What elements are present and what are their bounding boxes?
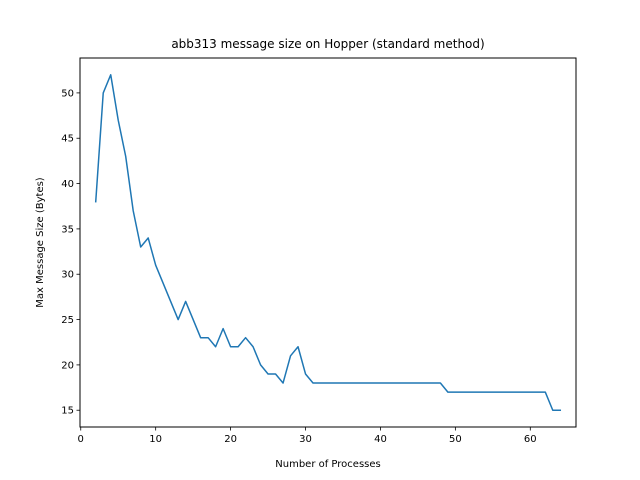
data-point [327, 382, 329, 384]
data-point [365, 382, 367, 384]
data-point [230, 346, 232, 348]
data-point [530, 391, 532, 393]
data-point [200, 337, 202, 339]
series-line-0 [94, 74, 562, 411]
data-point [110, 74, 112, 76]
data-point [335, 382, 337, 384]
data-point [267, 373, 269, 375]
data-point [297, 346, 299, 348]
y-tick-label: 20 [61, 360, 74, 371]
y-tick-label: 35 [61, 224, 74, 235]
y-tick-label: 45 [61, 134, 74, 145]
y-axis-title: Max Message Size (Bytes) [35, 177, 46, 308]
data-point [485, 391, 487, 393]
data-point [432, 382, 434, 384]
data-point [380, 382, 382, 384]
data-point [372, 382, 374, 384]
data-point [417, 382, 419, 384]
data-point [342, 382, 344, 384]
data-point [447, 391, 449, 393]
x-tick-label: 0 [78, 434, 84, 445]
data-point [117, 119, 119, 121]
data-point [320, 382, 322, 384]
data-point [140, 246, 142, 248]
plot-area [94, 74, 562, 411]
data-point [440, 382, 442, 384]
data-point [462, 391, 464, 393]
x-axis-title: Number of Processes [275, 459, 380, 470]
x-axis: 0 10 20 30 40 50 60 [78, 427, 537, 445]
data-point [537, 391, 539, 393]
y-axis: 15 20 25 30 35 40 45 50 [61, 88, 80, 417]
data-point [222, 328, 224, 330]
data-point [477, 391, 479, 393]
data-point [507, 391, 509, 393]
data-point [402, 382, 404, 384]
x-tick-label: 60 [524, 434, 537, 445]
data-point [185, 301, 187, 303]
data-point [155, 264, 157, 266]
data-point [192, 319, 194, 321]
data-point [215, 346, 217, 348]
data-point [492, 391, 494, 393]
data-point [455, 391, 457, 393]
data-point [177, 319, 179, 321]
data-point [260, 364, 262, 366]
data-point [395, 382, 397, 384]
y-tick-label: 30 [61, 270, 74, 281]
axes-frame [79, 57, 577, 428]
chart-title: abb313 message size on Hopper (standard … [171, 37, 484, 51]
data-point [522, 391, 524, 393]
y-tick-label: 15 [61, 406, 74, 417]
data-point [147, 237, 149, 239]
x-tick-label: 20 [224, 434, 237, 445]
data-point [290, 355, 292, 357]
data-point [162, 283, 164, 285]
data-point [252, 346, 254, 348]
x-tick-label: 40 [374, 434, 387, 445]
data-point [552, 409, 554, 411]
data-point [102, 92, 104, 94]
data-point [132, 210, 134, 212]
x-tick-label: 50 [449, 434, 462, 445]
data-point [425, 382, 427, 384]
y-tick-label: 25 [61, 315, 74, 326]
data-point [357, 382, 359, 384]
data-point [515, 391, 517, 393]
data-point [305, 373, 307, 375]
y-tick-label: 40 [61, 179, 74, 190]
data-point [170, 301, 172, 303]
y-tick-label: 50 [61, 88, 74, 99]
data-point [237, 346, 239, 348]
data-point [282, 382, 284, 384]
data-point [95, 201, 97, 203]
data-point [312, 382, 314, 384]
data-point [125, 156, 127, 158]
data-point [560, 409, 562, 411]
data-point [245, 337, 247, 339]
data-point [207, 337, 209, 339]
data-point [387, 382, 389, 384]
x-tick-label: 30 [299, 434, 312, 445]
data-point [350, 382, 352, 384]
data-point [545, 391, 547, 393]
data-point [275, 373, 277, 375]
data-point [500, 391, 502, 393]
x-tick-label: 10 [149, 434, 162, 445]
data-point [470, 391, 472, 393]
data-point [410, 382, 412, 384]
